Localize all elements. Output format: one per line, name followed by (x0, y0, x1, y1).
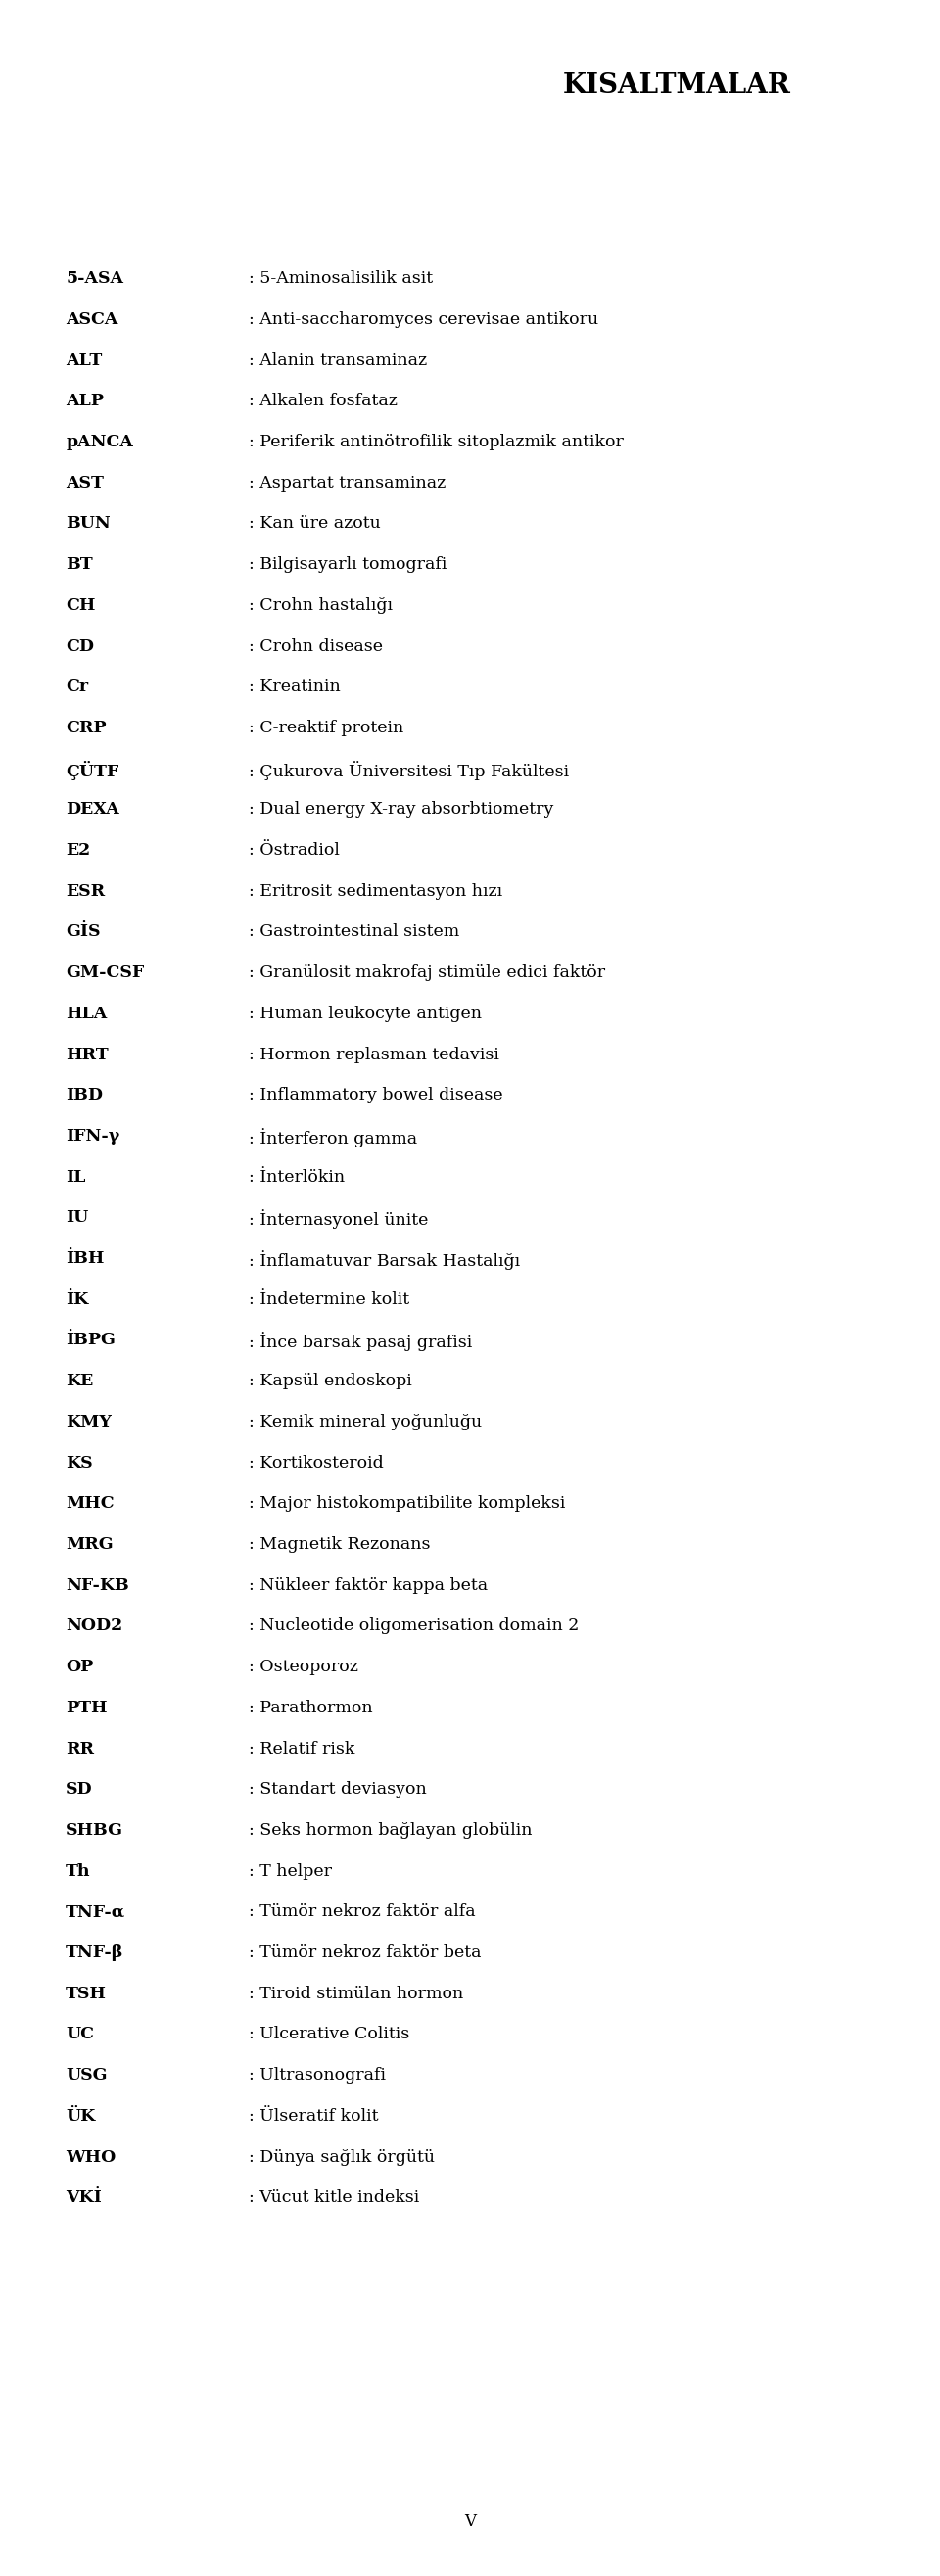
Text: İBH: İBH (66, 1249, 104, 1267)
Text: : Gastrointestinal sistem: : Gastrointestinal sistem (249, 925, 460, 940)
Text: SHBG: SHBG (66, 1821, 123, 1839)
Text: KMY: KMY (66, 1414, 112, 1430)
Text: : Kan üre azotu: : Kan üre azotu (249, 515, 381, 533)
Text: : Nucleotide oligomerisation domain 2: : Nucleotide oligomerisation domain 2 (249, 1618, 579, 1636)
Text: : Aspartat transaminaz: : Aspartat transaminaz (249, 474, 446, 492)
Text: : İnternasyonel ünite: : İnternasyonel ünite (249, 1211, 429, 1229)
Text: : İnterferon gamma: : İnterferon gamma (249, 1128, 417, 1146)
Text: 5-ASA: 5-ASA (66, 270, 123, 286)
Text: : Hormon replasman tedavisi: : Hormon replasman tedavisi (249, 1046, 500, 1064)
Text: TNF-α: TNF-α (66, 1904, 126, 1919)
Text: Th: Th (66, 1862, 91, 1880)
Text: USG: USG (66, 2066, 107, 2084)
Text: : Crohn disease: : Crohn disease (249, 639, 384, 654)
Text: TNF-β: TNF-β (66, 1945, 124, 1960)
Text: İBPG: İBPG (66, 1332, 116, 1350)
Text: : Alanin transaminaz: : Alanin transaminaz (249, 353, 428, 368)
Text: : Kortikosteroid: : Kortikosteroid (249, 1455, 384, 1471)
Text: KE: KE (66, 1373, 93, 1388)
Text: KS: KS (66, 1455, 93, 1471)
Text: RR: RR (66, 1741, 94, 1757)
Text: : Osteoporoz: : Osteoporoz (249, 1659, 359, 1674)
Text: : Dünya sağlık örgütü: : Dünya sağlık örgütü (249, 2148, 435, 2166)
Text: GİS: GİS (66, 925, 101, 940)
Text: : Crohn hastalığı: : Crohn hastalığı (249, 598, 393, 613)
Text: : Kapsül endoskopi: : Kapsül endoskopi (249, 1373, 413, 1388)
Text: NF-KB: NF-KB (66, 1577, 129, 1595)
Text: CH: CH (66, 598, 96, 613)
Text: WHO: WHO (66, 2148, 116, 2166)
Text: : Ultrasonografi: : Ultrasonografi (249, 2066, 386, 2084)
Text: ESR: ESR (66, 884, 105, 899)
Text: AST: AST (66, 474, 103, 492)
Text: KISALTMALAR: KISALTMALAR (563, 72, 791, 98)
Text: GM-CSF: GM-CSF (66, 963, 145, 981)
Text: : Östradiol: : Östradiol (249, 842, 340, 858)
Text: : Tümör nekroz faktör beta: : Tümör nekroz faktör beta (249, 1945, 481, 1960)
Text: : İnce barsak pasaj grafisi: : İnce barsak pasaj grafisi (249, 1332, 473, 1352)
Text: NOD2: NOD2 (66, 1618, 123, 1636)
Text: ÇÜTF: ÇÜTF (66, 760, 119, 781)
Text: : C-reaktif protein: : C-reaktif protein (249, 719, 404, 737)
Text: IBD: IBD (66, 1087, 103, 1103)
Text: IL: IL (66, 1170, 86, 1185)
Text: E2: E2 (66, 842, 90, 858)
Text: : Tümör nekroz faktör alfa: : Tümör nekroz faktör alfa (249, 1904, 476, 1919)
Text: IU: IU (66, 1211, 88, 1226)
Text: CRP: CRP (66, 719, 106, 737)
Text: VKİ: VKİ (66, 2190, 102, 2205)
Text: HRT: HRT (66, 1046, 108, 1064)
Text: SD: SD (66, 1780, 93, 1798)
Text: : Ulcerative Colitis: : Ulcerative Colitis (249, 2027, 410, 2043)
Text: : Human leukocyte antigen: : Human leukocyte antigen (249, 1005, 482, 1023)
Text: OP: OP (66, 1659, 93, 1674)
Text: : Kreatinin: : Kreatinin (249, 680, 341, 696)
Text: UC: UC (66, 2027, 94, 2043)
Text: PTH: PTH (66, 1700, 107, 1716)
Text: : Granülosit makrofaj stimüle edici faktör: : Granülosit makrofaj stimüle edici fakt… (249, 963, 605, 981)
Text: Cr: Cr (66, 680, 88, 696)
Text: pANCA: pANCA (66, 433, 133, 451)
Text: : İnterlökin: : İnterlökin (249, 1170, 345, 1185)
Text: : Standart deviasyon: : Standart deviasyon (249, 1780, 427, 1798)
Text: BT: BT (66, 556, 93, 572)
Text: : Seks hormon bağlayan globülin: : Seks hormon bağlayan globülin (249, 1821, 533, 1839)
Text: : Relatif risk: : Relatif risk (249, 1741, 355, 1757)
Text: ASCA: ASCA (66, 312, 118, 327)
Text: : Alkalen fosfataz: : Alkalen fosfataz (249, 394, 398, 410)
Text: V: V (464, 2514, 476, 2530)
Text: : Periferik antinötrofilik sitoplazmik antikor: : Periferik antinötrofilik sitoplazmik a… (249, 433, 624, 451)
Text: : İnflamatuvar Barsak Hastalığı: : İnflamatuvar Barsak Hastalığı (249, 1249, 521, 1270)
Text: : Tiroid stimülan hormon: : Tiroid stimülan hormon (249, 1986, 463, 2002)
Text: TSH: TSH (66, 1986, 107, 2002)
Text: : Inflammatory bowel disease: : Inflammatory bowel disease (249, 1087, 503, 1103)
Text: ALT: ALT (66, 353, 102, 368)
Text: BUN: BUN (66, 515, 111, 533)
Text: : 5-Aminosalisilik asit: : 5-Aminosalisilik asit (249, 270, 433, 286)
Text: : Parathormon: : Parathormon (249, 1700, 373, 1716)
Text: : İndetermine kolit: : İndetermine kolit (249, 1291, 410, 1309)
Text: IFN-γ: IFN-γ (66, 1128, 120, 1144)
Text: : T helper: : T helper (249, 1862, 333, 1880)
Text: MHC: MHC (66, 1497, 115, 1512)
Text: ÜK: ÜK (66, 2107, 96, 2125)
Text: HLA: HLA (66, 1005, 107, 1023)
Text: : Ülseratif kolit: : Ülseratif kolit (249, 2107, 379, 2125)
Text: : Anti-saccharomyces cerevisae antikoru: : Anti-saccharomyces cerevisae antikoru (249, 312, 599, 327)
Text: : Magnetik Rezonans: : Magnetik Rezonans (249, 1535, 431, 1553)
Text: DEXA: DEXA (66, 801, 119, 819)
Text: : Eritrosit sedimentasyon hızı: : Eritrosit sedimentasyon hızı (249, 884, 503, 899)
Text: : Major histokompatibilite kompleksi: : Major histokompatibilite kompleksi (249, 1497, 566, 1512)
Text: : Vücut kitle indeksi: : Vücut kitle indeksi (249, 2190, 420, 2205)
Text: CD: CD (66, 639, 94, 654)
Text: : Nükleer faktör kappa beta: : Nükleer faktör kappa beta (249, 1577, 488, 1595)
Text: : Çukurova Üniversitesi Tıp Fakültesi: : Çukurova Üniversitesi Tıp Fakültesi (249, 760, 570, 781)
Text: İK: İK (66, 1291, 88, 1309)
Text: : Bilgisayarlı tomografi: : Bilgisayarlı tomografi (249, 556, 447, 572)
Text: MRG: MRG (66, 1535, 114, 1553)
Text: ALP: ALP (66, 394, 103, 410)
Text: : Dual energy X-ray absorbtiometry: : Dual energy X-ray absorbtiometry (249, 801, 554, 819)
Text: : Kemik mineral yoğunluğu: : Kemik mineral yoğunluğu (249, 1414, 482, 1430)
